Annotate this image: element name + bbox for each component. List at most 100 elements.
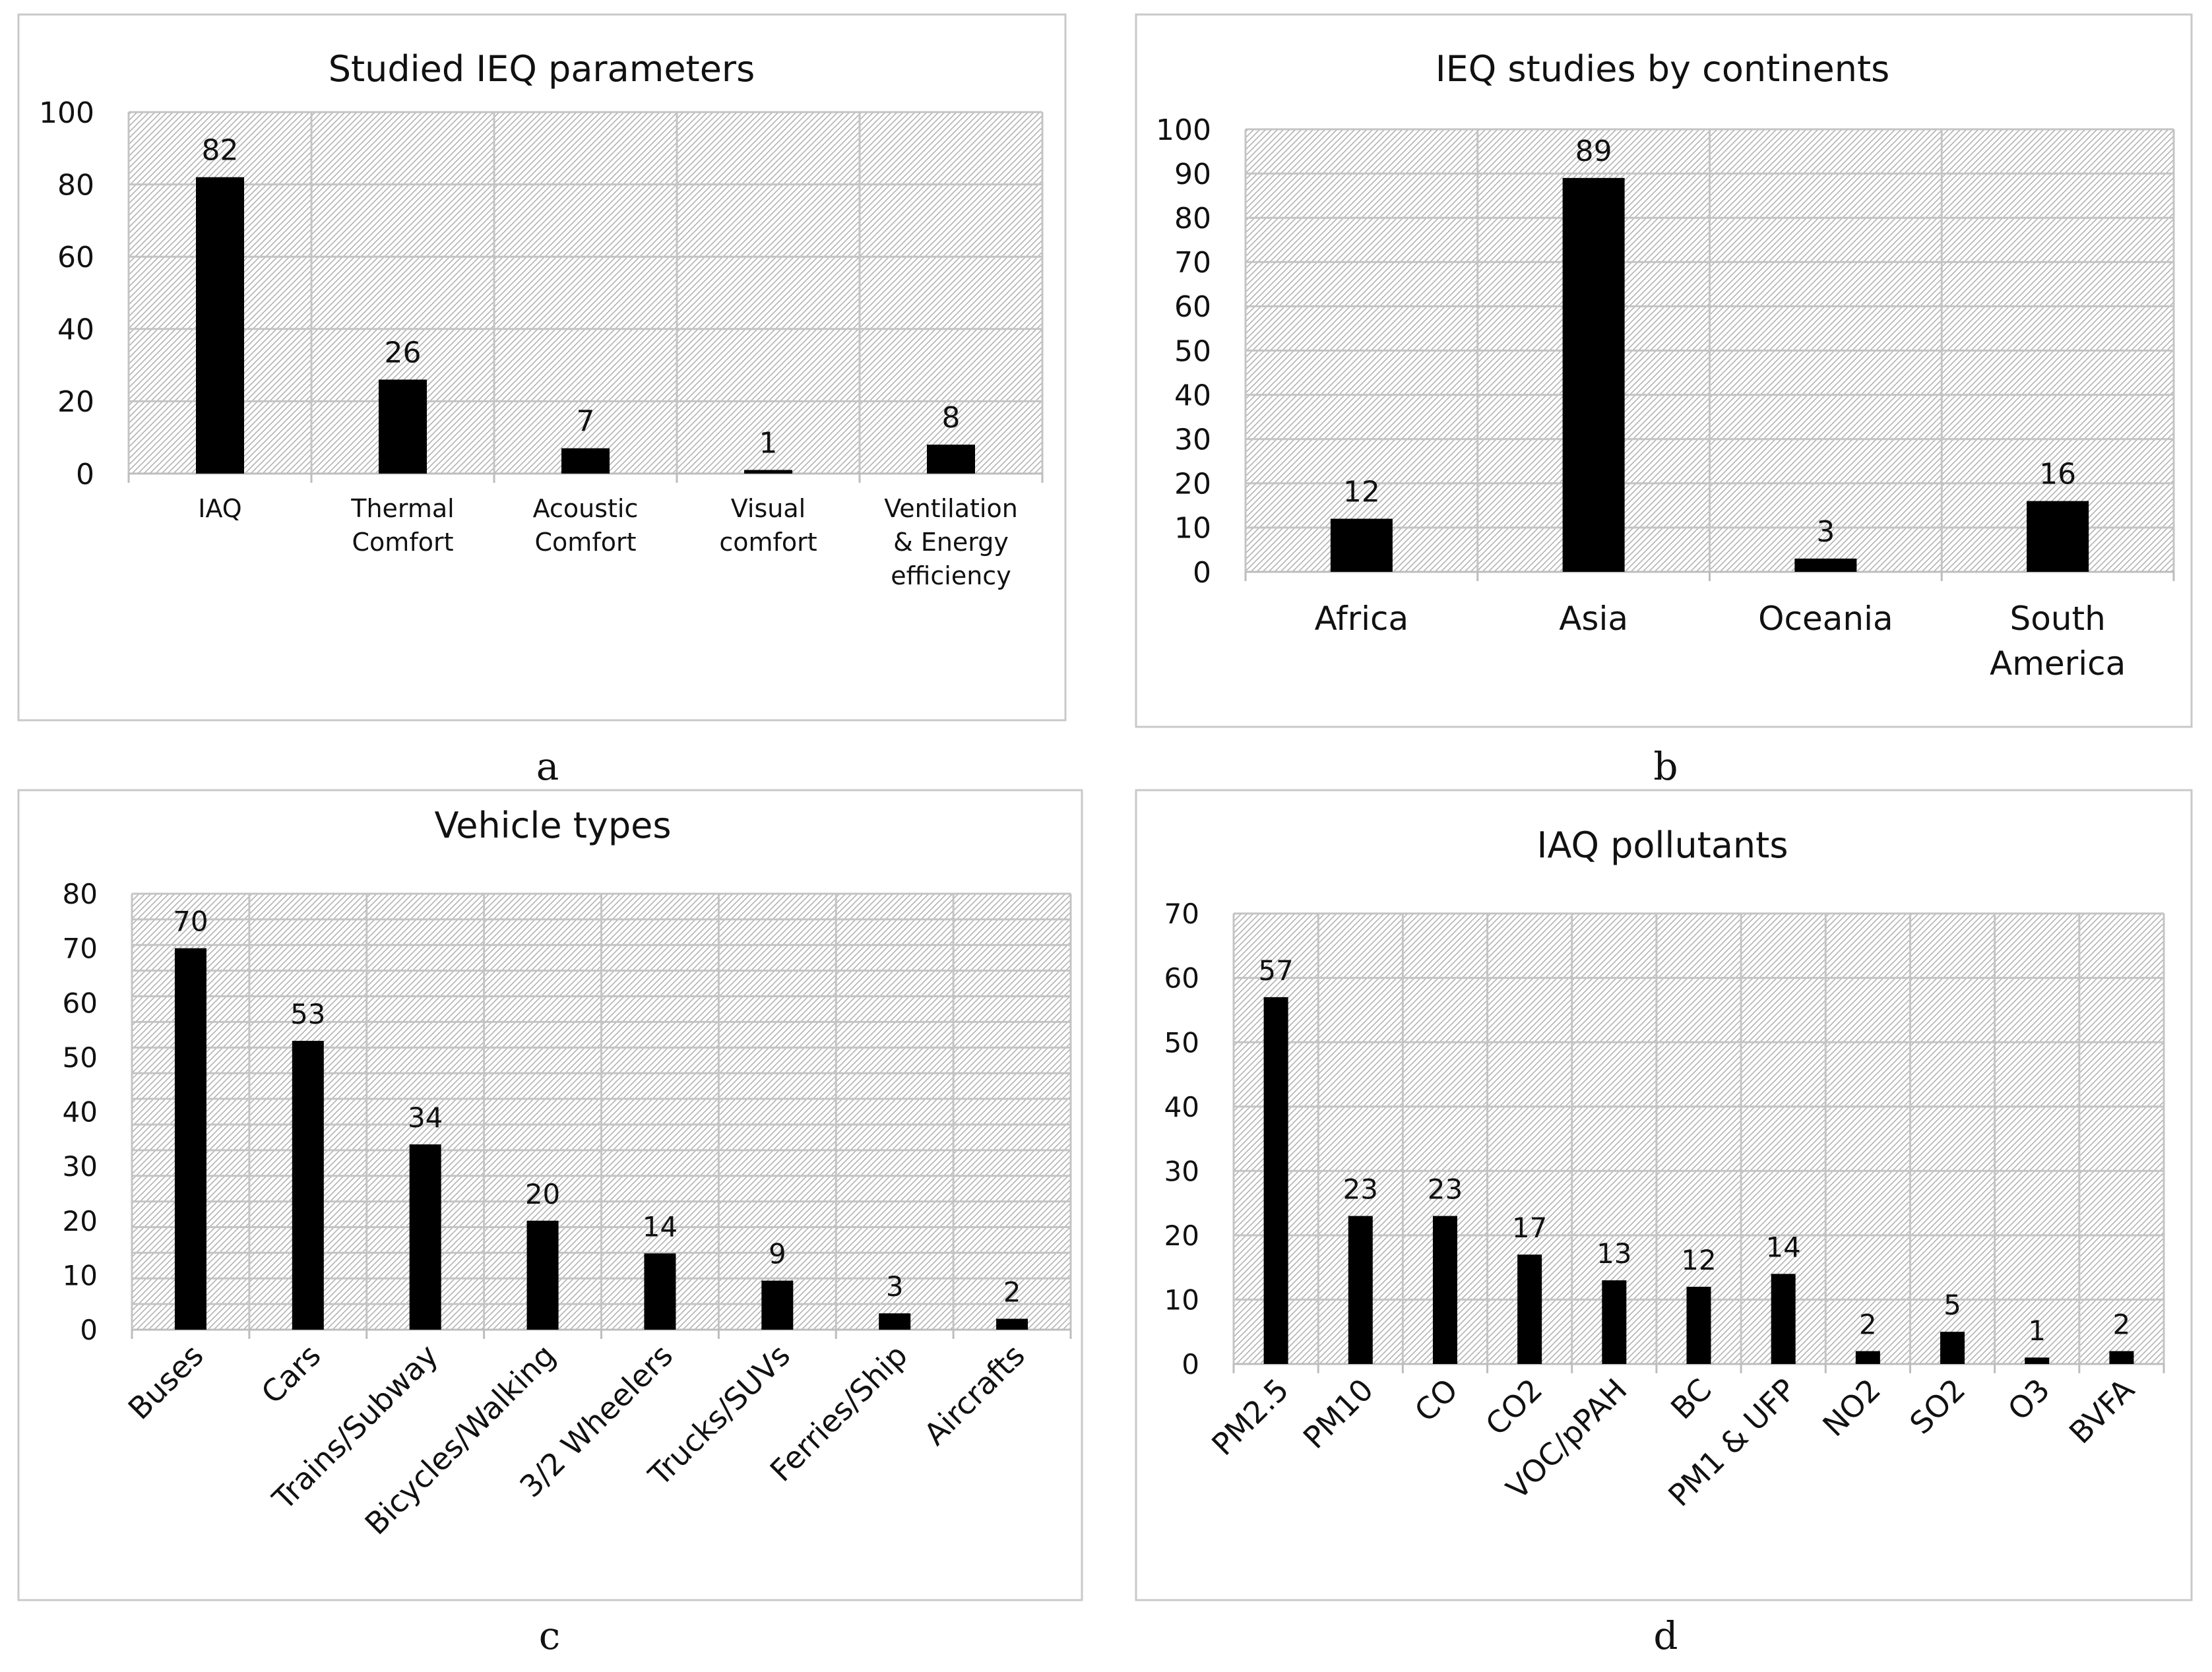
bar-d-6 [1771,1274,1796,1364]
y-tick-label-a: 80 [57,168,94,202]
bar-b-2 [1794,558,1857,572]
category-label-b-2: Oceania [1758,600,1893,638]
data-label-d-4: 13 [1596,1237,1631,1270]
y-tick-label-d: 70 [1164,898,1199,930]
y-tick-label-c: 10 [63,1259,98,1291]
bar-d-4 [1602,1280,1627,1364]
category-label-a-3: Visual comfort [719,494,817,557]
y-tick-label-a: 40 [57,313,94,347]
bar-c-1 [292,1041,324,1330]
y-tick-label-d: 60 [1164,962,1199,995]
bar-d-5 [1686,1286,1711,1364]
y-tick-label-c: 40 [63,1096,98,1129]
data-label-d-2: 23 [1428,1173,1463,1206]
bar-b-3 [2027,501,2089,572]
panel-a-chart: 0 20 40 60 80 100 82 26 7 1 8 IAQ Thermal Comfort Acou… [39,96,1044,590]
bar-c-7 [996,1318,1028,1330]
bar-c-2 [409,1144,441,1330]
data-label-b-3: 16 [2039,458,2076,491]
data-label-d-5: 12 [1681,1244,1716,1276]
y-tick-label-a: 100 [39,96,94,130]
y-tick-label-d: 50 [1164,1026,1199,1059]
y-tick-label-c: 80 [63,878,98,910]
panel-b-title: IEQ studies by continents [1436,48,1890,90]
data-label-c-4: 14 [643,1210,678,1243]
panel-a-title: Studied IEQ parameters [329,48,755,90]
data-label-a-0: 82 [202,134,239,168]
y-tick-label-d: 40 [1164,1091,1199,1123]
y-tick-label-b: 30 [1174,423,1211,457]
data-label-a-2: 7 [577,405,595,439]
data-label-d-10: 2 [2113,1308,2131,1340]
data-label-b-2: 3 [1816,515,1835,549]
y-tick-label-b: 0 [1193,556,1211,590]
data-label-c-1: 53 [290,998,325,1030]
y-tick-label-c: 50 [63,1041,98,1074]
data-label-d-1: 23 [1343,1173,1378,1206]
data-label-c-2: 34 [408,1101,443,1134]
bar-c-0 [174,948,206,1330]
data-label-a-4: 8 [942,401,961,435]
data-label-d-3: 17 [1512,1212,1547,1244]
y-tick-label-b: 10 [1174,512,1211,545]
bar-a-4 [927,445,975,474]
bar-a-0 [196,177,244,474]
caption-c: c [539,1613,560,1658]
bar-a-1 [379,379,427,474]
category-label-a-2: Acoustic Comfort [533,494,639,557]
data-label-a-3: 1 [759,427,778,460]
y-tick-label-c: 0 [80,1314,98,1346]
category-label-b-0: Africa [1315,600,1409,638]
bar-b-1 [1562,177,1625,572]
caption-d: d [1653,1613,1678,1658]
y-tick-label-d: 20 [1164,1220,1199,1252]
plot-area-a [129,112,1042,474]
y-tick-label-b: 50 [1174,334,1211,368]
bar-a-2 [561,448,610,474]
data-label-d-9: 1 [2028,1315,2046,1347]
panel-b-chart: 0 10 20 30 40 50 60 70 80 90 100 12 89 3 16 Africa Asia O… [1156,113,2175,683]
y-tick-label-b: 100 [1156,113,1211,147]
bar-a-3 [744,470,792,474]
bar-d-2 [1432,1216,1457,1364]
data-label-c-0: 70 [173,906,208,938]
y-tick-label-b: 60 [1174,290,1211,324]
bar-d-8 [1940,1332,1965,1364]
y-tick-label-c: 70 [63,933,98,965]
y-tick-label-a: 0 [76,458,94,491]
y-tick-label-c: 30 [63,1150,98,1183]
panel-c: Vehicle types 0 10 20 30 40 50 60 70 80 70 53 34 20 1… [17,789,1083,1601]
data-label-d-8: 5 [1943,1289,1961,1321]
data-label-c-6: 3 [886,1270,904,1303]
category-label-b-1: Asia [1559,600,1628,638]
data-label-b-1: 89 [1575,135,1612,168]
data-label-d-0: 57 [1258,954,1293,987]
y-tick-label-b: 90 [1174,158,1211,191]
bar-d-1 [1348,1216,1373,1364]
data-label-b-0: 12 [1343,475,1380,509]
bar-d-0 [1263,997,1288,1364]
bar-d-7 [1855,1351,1880,1364]
bar-d-3 [1517,1254,1542,1364]
panel-b: IEQ studies by continents 0 10 20 30 40 50 60 7… [1135,13,2193,728]
bar-c-5 [761,1280,794,1330]
caption-b: b [1653,744,1678,789]
panel-d: IAQ pollutants 0 10 20 30 40 50 60 70 57 23 23 17 13… [1135,789,2193,1601]
category-label-a-0: IAQ [198,494,241,523]
y-tick-label-b: 20 [1174,468,1211,501]
y-tick-label-a: 20 [57,385,94,419]
category-label-a-1: Thermal Comfort [350,494,455,557]
caption-a: a [536,744,559,789]
y-tick-label-a: 60 [57,241,94,274]
y-tick-label-b: 70 [1174,246,1211,280]
data-label-c-5: 9 [769,1238,786,1270]
bar-c-3 [526,1220,559,1330]
data-label-c-3: 20 [525,1178,560,1210]
category-label-a-4: Ventilation & Energy efficiency [884,494,1018,590]
y-tick-label-d: 30 [1164,1155,1199,1187]
bar-c-4 [644,1253,676,1330]
data-label-a-1: 26 [385,336,422,370]
bar-d-10 [2109,1351,2134,1364]
bar-d-9 [2025,1357,2050,1364]
panel-a: Studied IEQ parameters 0 20 40 60 80 100 82 26 7… [17,13,1067,722]
